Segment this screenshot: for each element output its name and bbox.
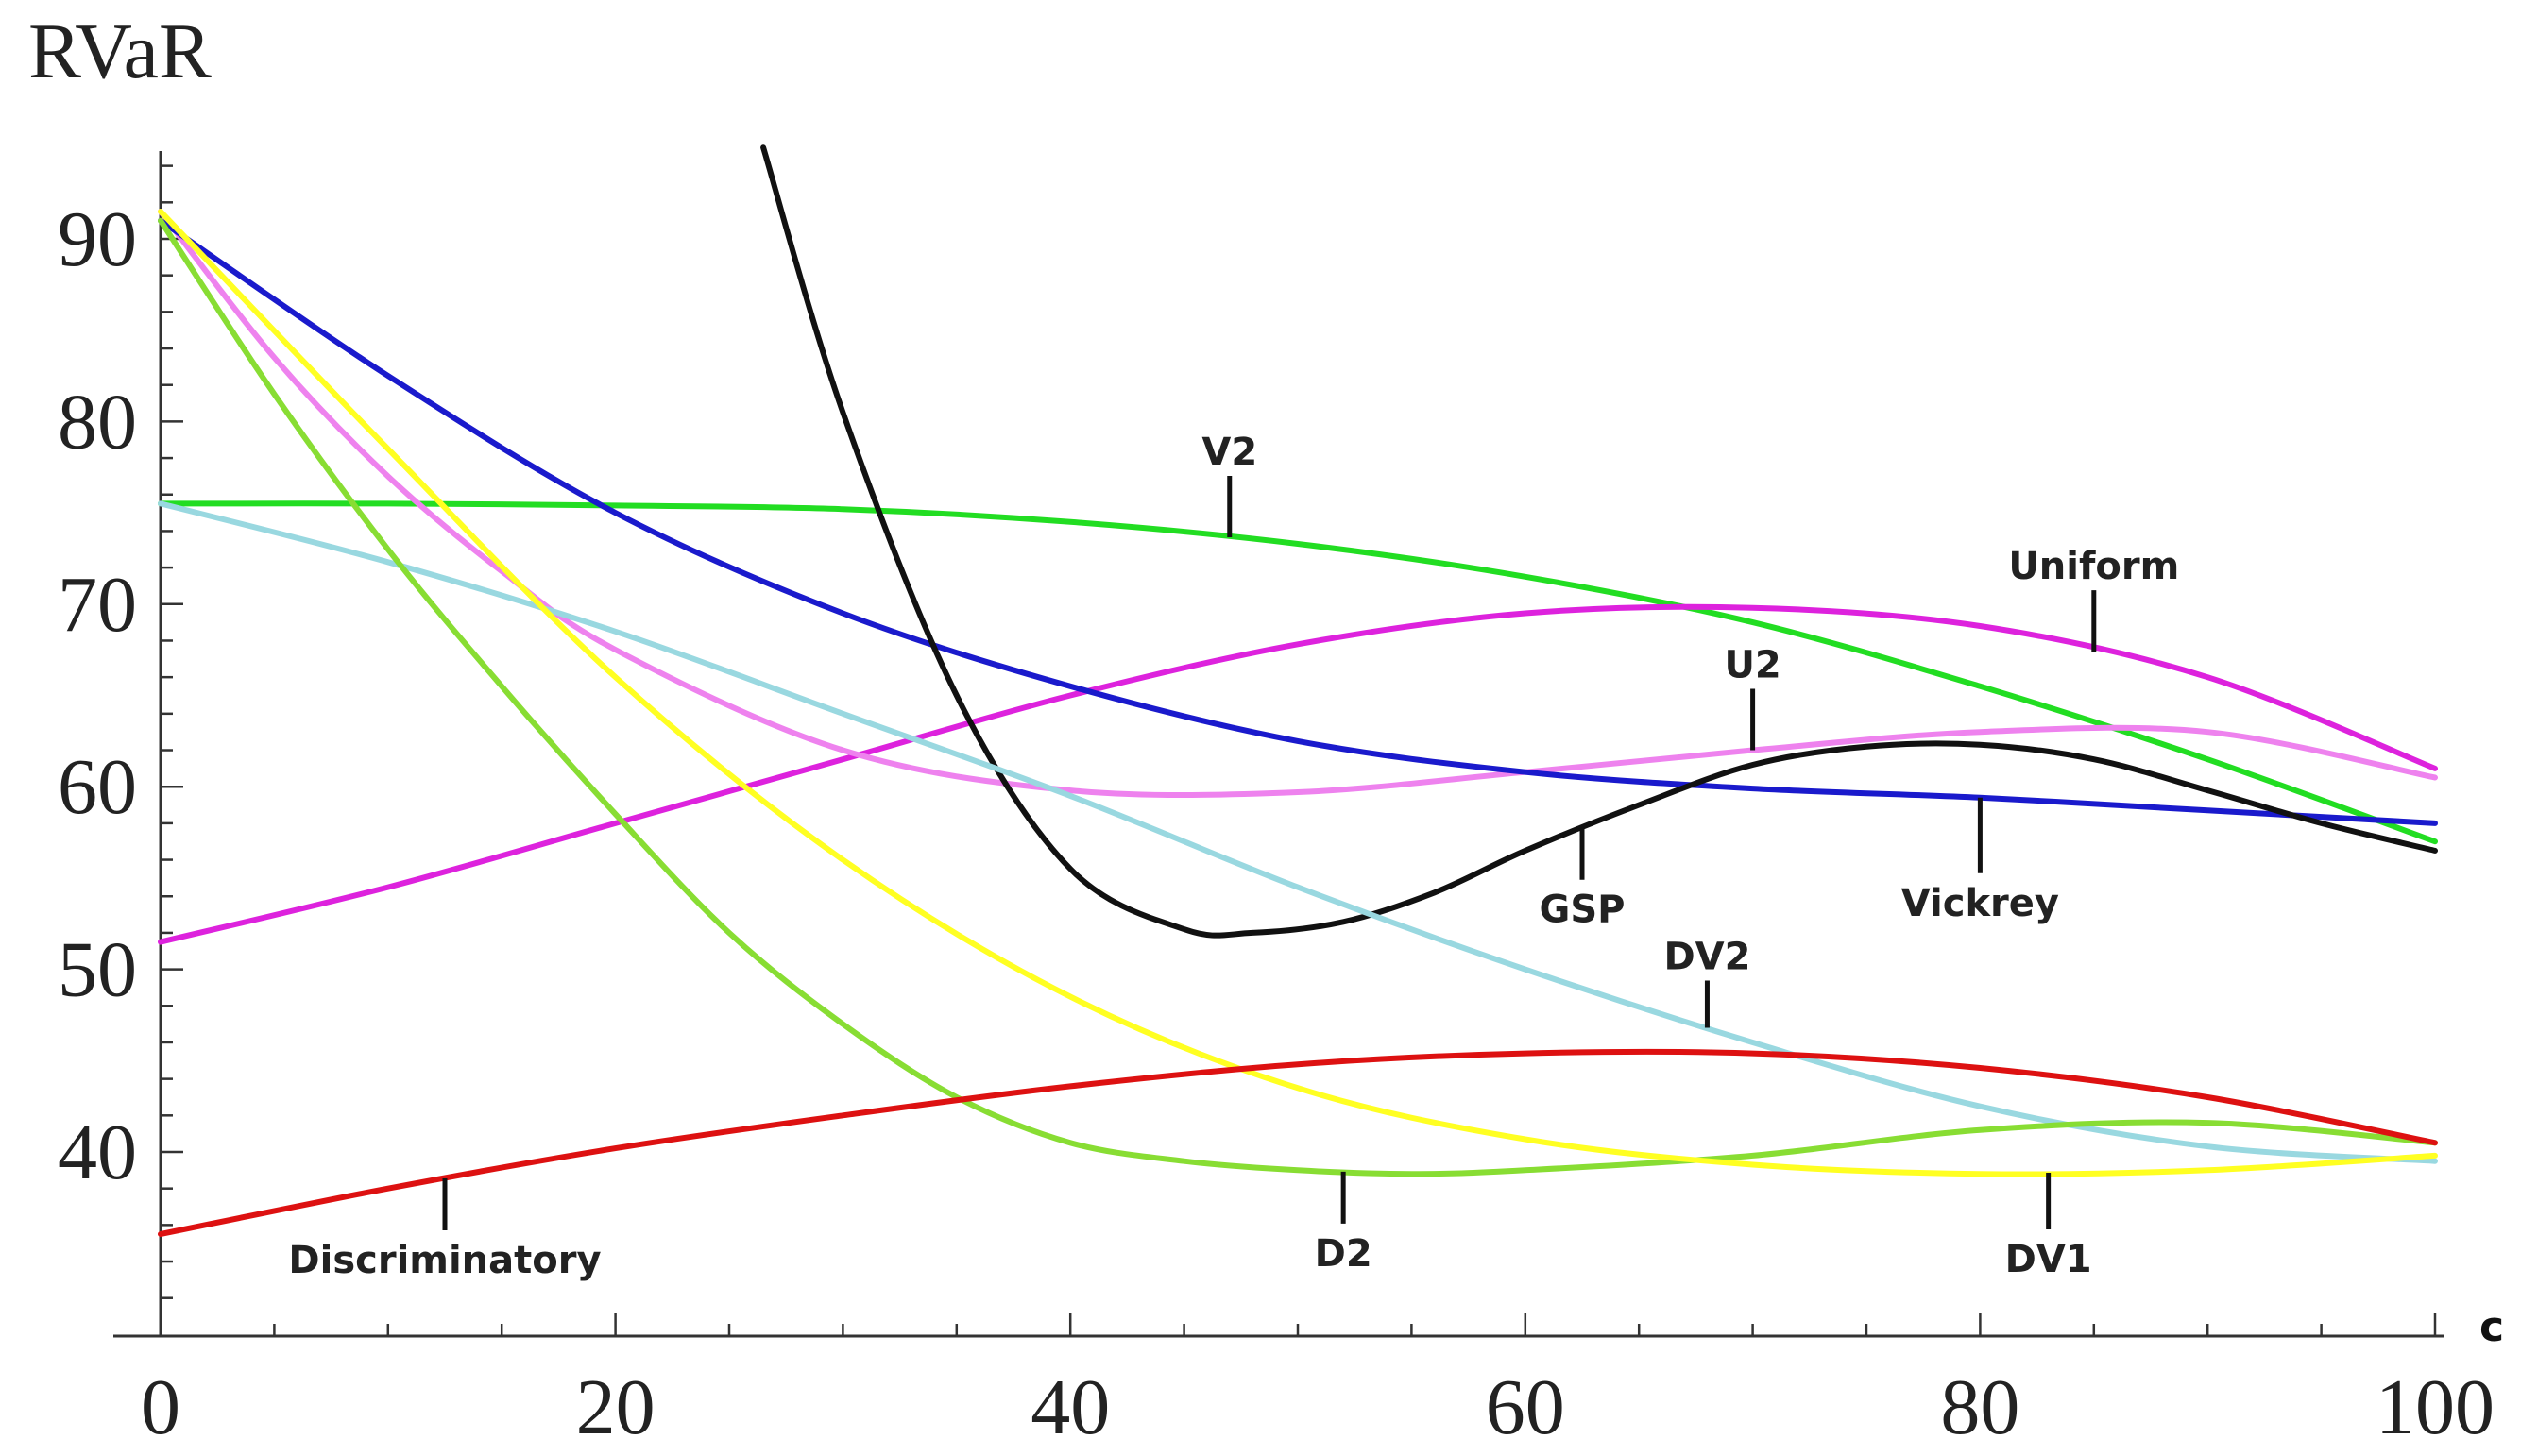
series-label-vickrey: Vickrey (1901, 882, 2059, 925)
x-tick-label: 0 (141, 1363, 180, 1451)
series-label-v2: V2 (1201, 431, 1257, 474)
series-line-d2 (158, 217, 2438, 1177)
y-tick-label: 70 (58, 561, 137, 649)
series-line-u2 (158, 209, 2438, 799)
x-tick-label: 40 (1031, 1363, 1110, 1451)
series-line-gsp (760, 144, 2438, 939)
series-line-uniform (158, 603, 2438, 945)
y-tick-label: 40 (58, 1109, 137, 1196)
y-axis-title: RVaR (28, 8, 212, 95)
x-tick-label: 80 (1940, 1363, 2019, 1451)
series-labels: V2 Uniform U2 GSP Vickrey DV2 D2 DV1 Discriminat… (288, 431, 2179, 1282)
series-label-dv2: DV2 (1663, 935, 1750, 978)
y-tick-label: 80 (58, 378, 137, 466)
x-tick-label: 100 (2376, 1363, 2495, 1451)
series-label-discriminatory: Discriminatory (288, 1239, 601, 1282)
x-axis-title: c (2479, 1303, 2504, 1351)
series-label-d2: D2 (1315, 1232, 1372, 1276)
series-line-dv1 (158, 209, 2438, 1177)
series-lines (158, 144, 2438, 1237)
series-label-uniform: Uniform (2008, 545, 2179, 588)
y-tick-label: 90 (58, 195, 137, 283)
series-line-dv2 (158, 500, 2438, 1164)
series-line-discriminatory (158, 1048, 2438, 1237)
y-tick-label: 50 (58, 926, 137, 1014)
series-label-dv1: DV1 (2005, 1238, 2092, 1281)
series-label-gsp: GSP (1540, 889, 1626, 932)
series-line-v2 (158, 500, 2438, 845)
y-tick-label: 60 (58, 743, 137, 831)
axes: 0 20 40 60 80 100 40 50 60 70 80 90 (58, 151, 2495, 1451)
x-tick-label: 20 (576, 1363, 656, 1451)
x-tick-label: 60 (1486, 1363, 1565, 1451)
series-label-u2: U2 (1724, 644, 1780, 687)
series-line-vickrey (158, 217, 2438, 826)
